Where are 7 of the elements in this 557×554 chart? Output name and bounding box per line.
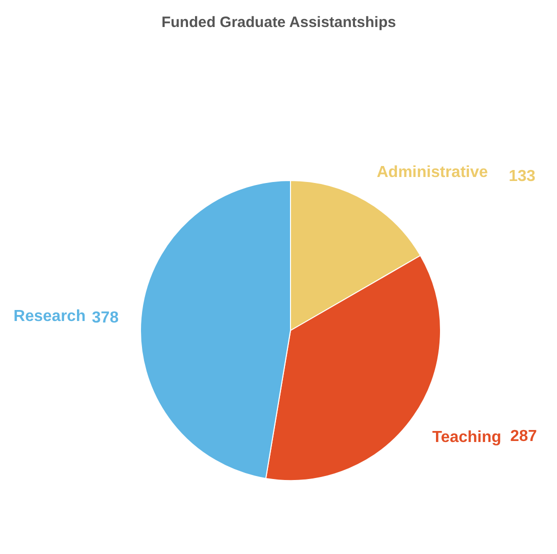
- slice-label: Teaching: [432, 428, 502, 446]
- data-label: 287: [510, 428, 538, 445]
- data-label: 378: [92, 309, 119, 326]
- data-label: 133: [508, 168, 536, 186]
- slice-label: Administrative: [376, 164, 488, 182]
- chart-title: Funded Graduate Assistantships: [161, 14, 396, 31]
- slice-label: Research: [14, 308, 86, 325]
